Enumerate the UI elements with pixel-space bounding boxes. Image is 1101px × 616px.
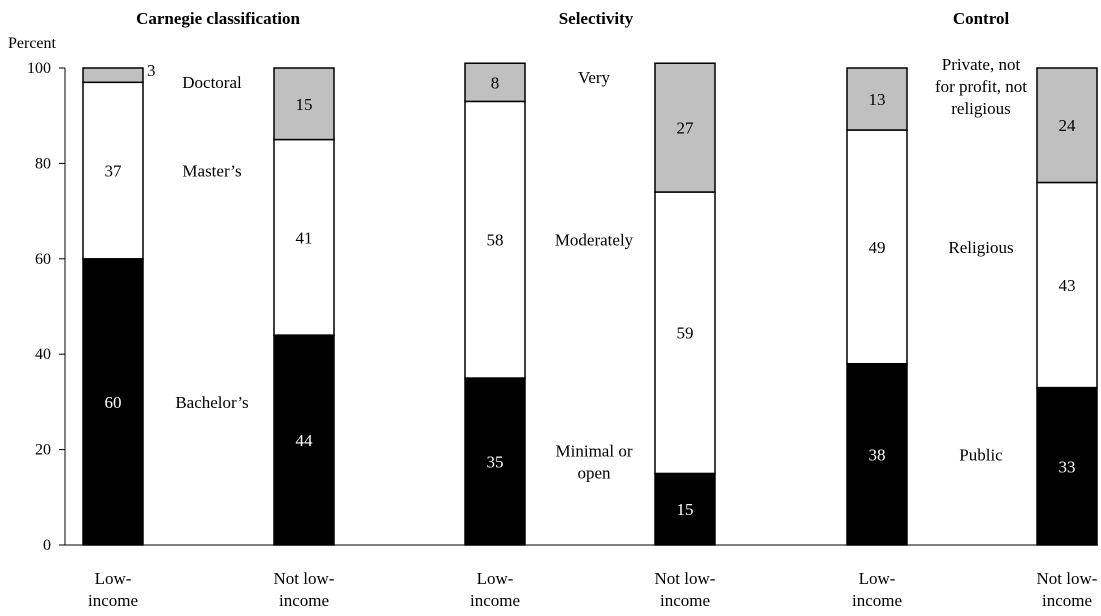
bars: [82, 62, 1098, 546]
data-label: 37: [105, 162, 123, 181]
series-label: Moderately: [555, 231, 634, 250]
panel-title: Carnegie classification: [136, 9, 300, 28]
data-label: 41: [296, 228, 313, 247]
category-label: Low-income: [88, 569, 138, 610]
data-label: 27: [677, 119, 695, 138]
y-tick-label: 40: [35, 346, 51, 363]
data-label: 13: [869, 90, 886, 109]
bar-segment: [82, 67, 144, 84]
panel-title: Selectivity: [559, 9, 634, 28]
data-label: 3: [147, 61, 156, 80]
data-label: 8: [491, 73, 500, 92]
bar-segment: [654, 191, 716, 475]
bar-segment: [273, 67, 335, 141]
y-tick-label: 20: [35, 442, 51, 459]
bar-segment: [273, 138, 335, 336]
category-label: Not low-income: [655, 569, 716, 610]
category-label: Low-income: [470, 569, 520, 610]
data-label: 43: [1059, 276, 1076, 295]
category-label: Low-income: [852, 569, 902, 610]
bar-segment: [1036, 386, 1098, 546]
data-label: 59: [677, 324, 694, 343]
data-label: 38: [869, 445, 886, 464]
category-label: Not low-income: [1037, 569, 1098, 610]
bar-segment: [846, 129, 908, 365]
data-label: 49: [869, 238, 886, 257]
data-label: 15: [296, 95, 313, 114]
y-tick-label: 0: [43, 537, 51, 554]
data-label: 60: [105, 393, 122, 412]
labels: Carnegie classification 60 37 3 Low-income 44…: [88, 9, 1098, 610]
bar-segment: [846, 362, 908, 546]
bar-segment: [1036, 67, 1098, 184]
bar-segment: [846, 67, 908, 131]
series-label: Private, not for profit, not religious: [935, 55, 1027, 118]
bar-segment: [82, 81, 144, 260]
data-label: 44: [296, 431, 314, 450]
data-label: 15: [677, 500, 694, 519]
series-label: Very: [578, 68, 611, 87]
data-label: 58: [487, 231, 504, 250]
data-label: 35: [487, 453, 504, 472]
bar-segment: [273, 334, 335, 546]
y-tick-label: 80: [35, 155, 51, 172]
y-axis-label: Percent: [8, 35, 57, 52]
y-tick-label: 100: [27, 60, 51, 77]
bar-segment: [654, 62, 716, 193]
bar-segment: [1036, 181, 1098, 389]
series-label: Public: [959, 445, 1003, 464]
bar-segment: [464, 62, 526, 103]
y-axis: 0 20 40 60 80 100 Percent: [8, 35, 1095, 554]
series-label: Doctoral: [182, 73, 242, 92]
series-label: Bachelor’s: [175, 393, 248, 412]
series-label: Minimal or open: [556, 442, 633, 483]
y-tick-label: 60: [35, 251, 51, 268]
category-label: Not low-income: [274, 569, 335, 610]
bar-segment: [82, 258, 144, 546]
series-label: Religious: [948, 238, 1013, 257]
data-label: 33: [1059, 457, 1076, 476]
data-label: 24: [1059, 116, 1077, 135]
panel-title: Control: [953, 9, 1010, 28]
series-label: Master’s: [182, 162, 241, 181]
